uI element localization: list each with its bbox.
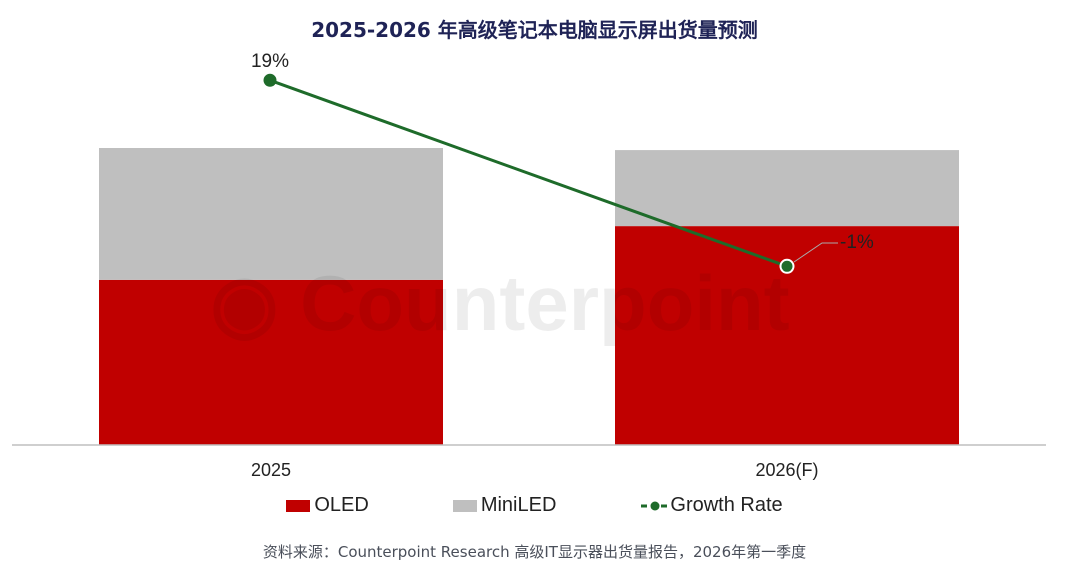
bar-miniled-0 [99,148,443,280]
source-note: 资料来源：Counterpoint Research 高级IT显示器出货量报告，… [262,543,807,561]
bar-miniled-1 [615,150,959,227]
oled-swatch [286,499,311,512]
label-leader-line [793,242,838,263]
legend-label: MiniLED [480,494,557,516]
legend: OLED MiniLED Growth Rate [0,494,1069,517]
x-tick-label: 2025 [251,460,291,480]
watermark-logo: ◉ Counterpoint [210,259,789,347]
data-label: -1% [840,232,874,253]
x-tick-label: 2026(F) [755,460,818,480]
legend-item-oled: OLED [286,494,369,517]
growth-rate-line [269,78,788,268]
chart-title: 2025-2026 年高级笔记本电脑显示屏出货量预测 [311,18,758,42]
growth-rate-point [779,258,795,274]
miniled-swatch [452,499,477,512]
legend-item-miniled: MiniLED [452,494,557,517]
growth-rate-swatch [641,501,670,510]
legend-label: OLED [314,494,369,516]
legend-label: Growth Rate [670,494,783,516]
legend-item-growth-rate: Growth Rate [640,494,783,517]
bar-oled-0 [99,279,443,445]
growth-rate-point [263,73,277,87]
data-label: 19% [251,51,289,72]
